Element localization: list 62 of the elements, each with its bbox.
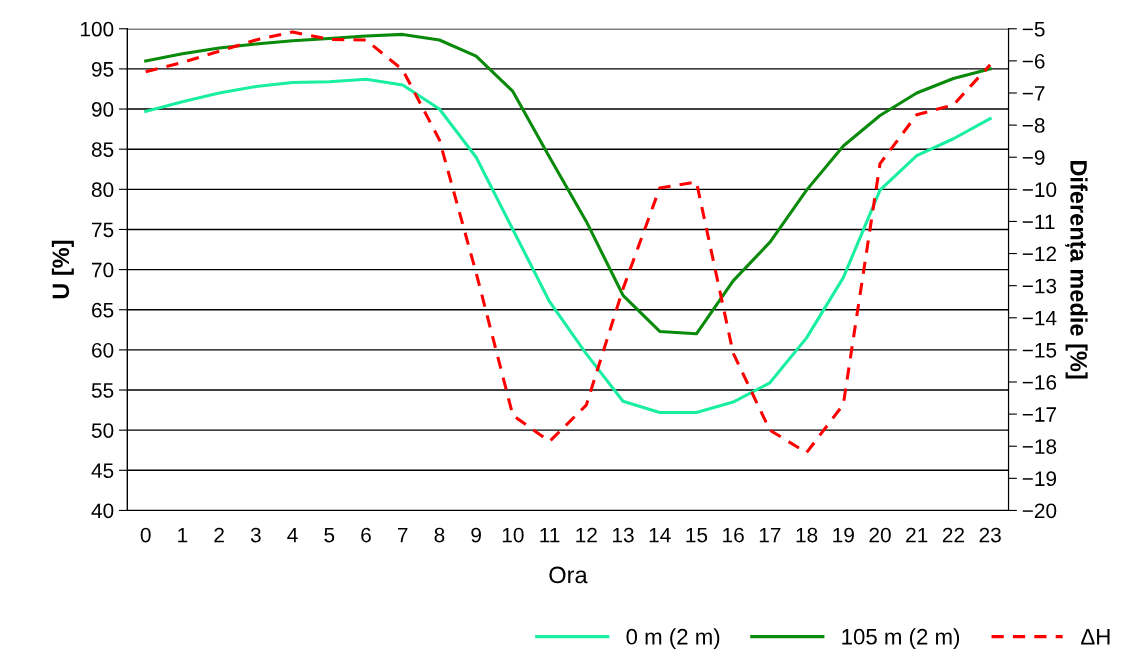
x-tick-label: 4 xyxy=(287,527,298,543)
y-tick-label: 95 xyxy=(91,61,114,77)
line-series xyxy=(144,32,992,336)
x-tick-label: 17 xyxy=(759,527,781,543)
x-tick-label: 0 xyxy=(140,527,151,543)
x-tick-label: 3 xyxy=(250,527,261,543)
y2-tick-label: −6 xyxy=(1022,53,1045,69)
y2-tick-label: −5 xyxy=(1022,21,1045,37)
x-tick-label: 12 xyxy=(576,527,597,543)
x-tick-label: 18 xyxy=(796,527,818,543)
y-tick-label: 85 xyxy=(91,142,114,157)
legend-label: 105 m (2 m) xyxy=(842,628,960,649)
y-tick-label: 75 xyxy=(92,222,114,238)
line-series xyxy=(144,77,992,415)
y-tick-label: 90 xyxy=(91,102,114,117)
y-tick-label: 40 xyxy=(91,503,114,519)
y2-tick-label: −15 xyxy=(1022,343,1057,358)
y-tick-label: 60 xyxy=(92,342,114,358)
y-axis-title: U [%] xyxy=(51,240,74,299)
y2-tick-label: −18 xyxy=(1022,439,1057,454)
y-tick-label: 55 xyxy=(91,383,114,398)
x-tick-label: 22 xyxy=(942,527,964,543)
legend-label: ΔH xyxy=(1081,629,1110,645)
x-tick-label: 11 xyxy=(540,527,560,543)
y2-axis-title: Diferența medie [%] xyxy=(1065,160,1088,379)
y-tick-label: 45 xyxy=(91,463,114,479)
x-tick-label: 10 xyxy=(502,527,524,543)
y2-tick-label: −19 xyxy=(1022,471,1057,487)
x-tick-label: 14 xyxy=(649,527,671,543)
y2-tick-label: −14 xyxy=(1022,310,1057,326)
x-tick-label: 9 xyxy=(471,527,481,543)
y2-tick-label: −12 xyxy=(1022,246,1057,262)
x-tick-label: 19 xyxy=(833,527,854,543)
y2-tick-label: −8 xyxy=(1022,118,1045,133)
y2-tick-label: −9 xyxy=(1022,150,1045,165)
y2-tick-label: −16 xyxy=(1022,375,1057,390)
line-series xyxy=(144,30,992,455)
y2-tick-label: −20 xyxy=(1022,503,1057,519)
x-tick-label: 13 xyxy=(613,527,634,543)
y2-tick-label: −11 xyxy=(1022,214,1055,229)
y-tick-label: 70 xyxy=(92,262,114,278)
y-tick-label: 100 xyxy=(80,21,114,37)
y2-tick-label: −13 xyxy=(1022,278,1057,294)
x-tick-label: 23 xyxy=(979,527,1001,543)
y2-tick-label: −7 xyxy=(1022,86,1045,101)
y2-tick-label: −10 xyxy=(1022,182,1057,198)
x-axis-title: Ora xyxy=(549,566,588,584)
y2-tick-label: −17 xyxy=(1022,407,1057,422)
x-tick-label: 15 xyxy=(686,527,708,543)
x-tick-label: 1 xyxy=(178,527,188,543)
x-tick-label: 20 xyxy=(869,527,891,543)
y-tick-label: 65 xyxy=(92,302,114,318)
legend-label: 0 m (2 m) xyxy=(626,628,720,649)
y-tick-label: 50 xyxy=(91,423,114,438)
x-tick-label: 7 xyxy=(397,527,408,543)
x-tick-label: 5 xyxy=(324,527,335,543)
x-tick-label: 21 xyxy=(906,527,928,543)
x-tick-label: 8 xyxy=(434,527,445,543)
y-tick-label: 80 xyxy=(91,182,114,198)
x-tick-label: 16 xyxy=(723,527,744,543)
x-tick-label: 6 xyxy=(361,527,371,543)
x-tick-label: 2 xyxy=(214,527,224,543)
